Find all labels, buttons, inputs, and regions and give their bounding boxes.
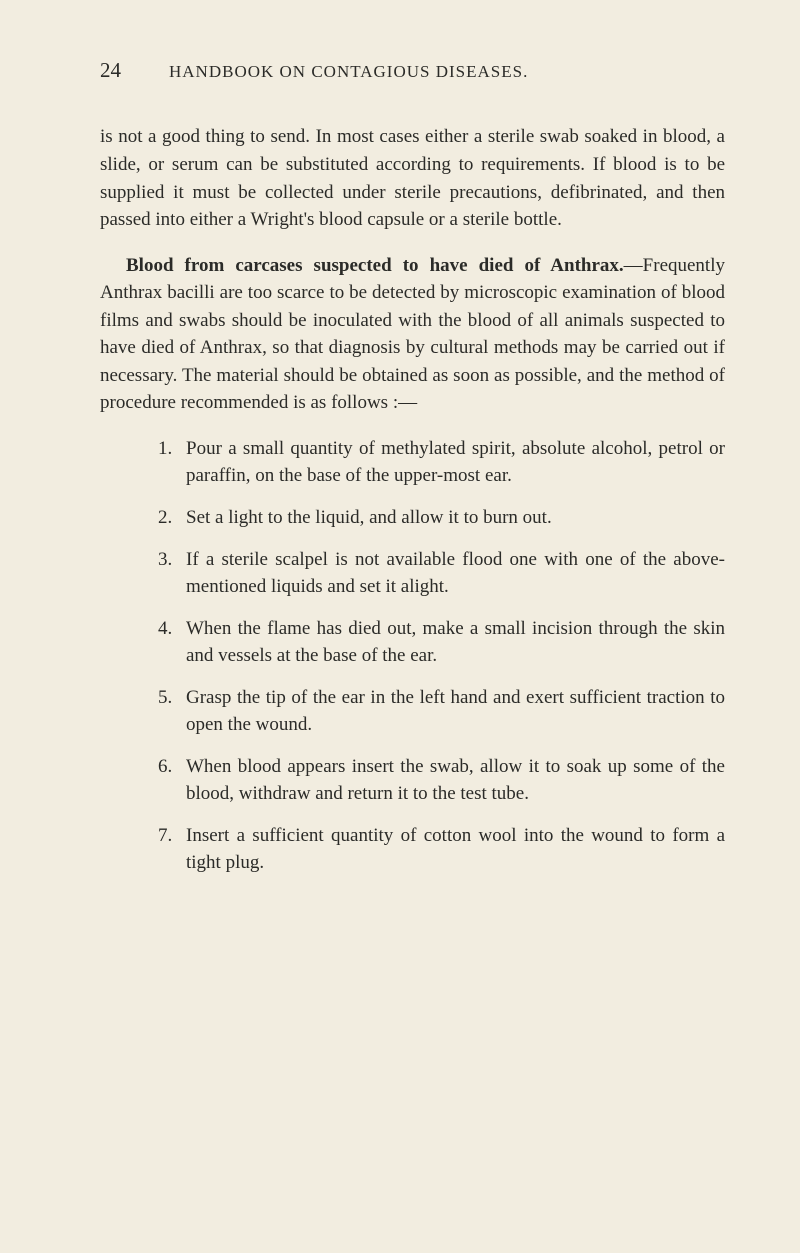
list-item: 2. Set a light to the liquid, and allow …: [158, 504, 725, 532]
page-number: 24: [100, 55, 121, 85]
list-item: 4. When the flame has died out, make a s…: [158, 615, 725, 670]
item-number: 1.: [158, 435, 172, 463]
item-text: Grasp the tip of the ear in the left han…: [186, 687, 725, 736]
item-number: 4.: [158, 615, 172, 643]
item-number: 7.: [158, 822, 172, 850]
item-text: If a sterile scalpel is not available fl…: [186, 549, 725, 598]
paragraph-continuation: is not a good thing to send. In most cas…: [100, 123, 725, 233]
list-item: 1. Pour a small quantity of methylated s…: [158, 435, 725, 490]
item-number: 3.: [158, 546, 172, 574]
item-number: 5.: [158, 684, 172, 712]
item-number: 2.: [158, 504, 172, 532]
list-item: 6. When blood appears insert the swab, a…: [158, 753, 725, 808]
list-item: 7. Insert a sufficient quantity of cotto…: [158, 822, 725, 877]
section-body: —Frequently Anthrax bacilli are too scar…: [100, 255, 725, 414]
item-text: When the flame has died out, make a smal…: [186, 618, 725, 667]
section-lead: Blood from carcases suspected to have di…: [126, 255, 624, 276]
item-text: Set a light to the liquid, and allow it …: [186, 507, 552, 528]
item-text: Insert a sufficient quantity of cotton w…: [186, 825, 725, 874]
item-text: Pour a small quantity of methylated spir…: [186, 438, 725, 487]
paragraph-anthrax: Blood from carcases suspected to have di…: [100, 252, 725, 417]
page: 24 HANDBOOK ON CONTAGIOUS DISEASES. is n…: [0, 0, 800, 931]
page-header: 24 HANDBOOK ON CONTAGIOUS DISEASES.: [100, 55, 725, 85]
list-item: 3. If a sterile scalpel is not available…: [158, 546, 725, 601]
running-head: HANDBOOK ON CONTAGIOUS DISEASES.: [169, 60, 528, 85]
item-text: When blood appears insert the swab, allo…: [186, 756, 725, 805]
item-number: 6.: [158, 753, 172, 781]
procedure-list: 1. Pour a small quantity of methylated s…: [100, 435, 725, 877]
list-item: 5. Grasp the tip of the ear in the left …: [158, 684, 725, 739]
